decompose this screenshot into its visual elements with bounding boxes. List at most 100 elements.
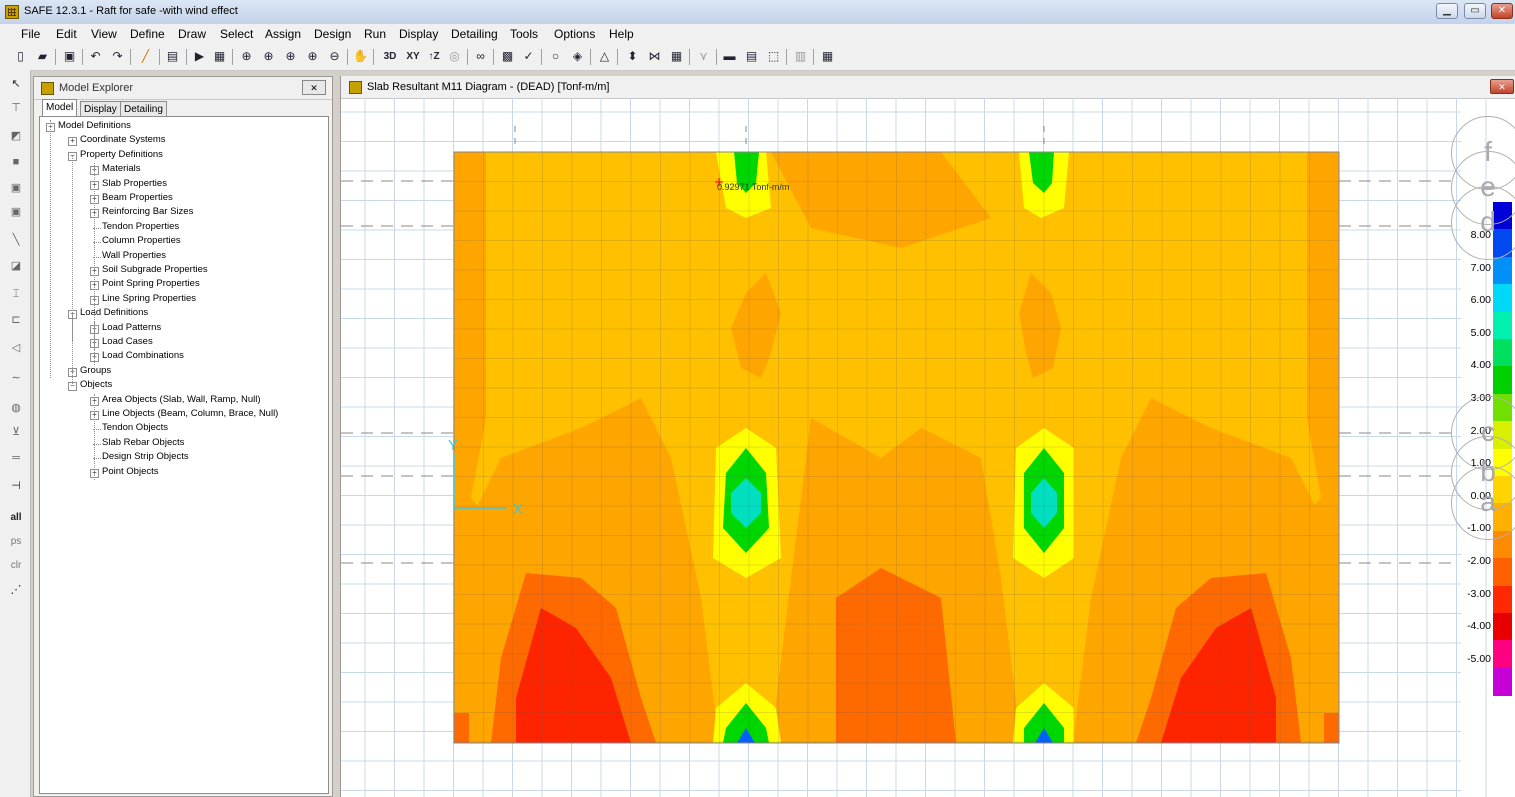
draw-strip-icon[interactable]: ∼: [11, 372, 21, 384]
select-object-icon[interactable]: ▩: [501, 49, 514, 63]
reaction-icon[interactable]: ⬍: [627, 49, 638, 63]
deformed-shape-icon[interactable]: ◈: [572, 49, 583, 63]
draw-column-icon[interactable]: ⌶: [12, 288, 20, 300]
tree-node[interactable]: Line Objects (Beam, Column, Brace, Null): [102, 408, 279, 419]
tree-node[interactable]: Tendon Objects: [102, 422, 169, 434]
run-icon[interactable]: ▶: [194, 49, 205, 63]
clear-selection-button[interactable]: clr: [10, 560, 22, 571]
menu-view[interactable]: View: [91, 27, 117, 41]
tree-node[interactable]: Materials: [102, 163, 141, 175]
tab-detailing[interactable]: Detailing: [120, 101, 167, 117]
tree-node[interactable]: Soil Subgrade Properties: [102, 264, 208, 275]
punching-shear-icon[interactable]: ▤: [745, 49, 758, 63]
draw-point-icon[interactable]: ⊤: [11, 102, 21, 114]
tree-node[interactable]: Tendon Properties: [102, 220, 180, 232]
perspective-icon[interactable]: ◎: [449, 49, 460, 63]
draw-tendon-icon[interactable]: ◁: [11, 342, 21, 354]
draw-wall-icon[interactable]: ⊏: [11, 314, 21, 326]
table-icon[interactable]: ▦: [821, 49, 834, 63]
save-icon[interactable]: ▣: [63, 49, 76, 63]
tree-node[interactable]: Slab Properties: [102, 177, 167, 189]
zoom-previous-icon[interactable]: ⊕: [307, 49, 318, 63]
draw-spring-icon[interactable]: ◍: [11, 402, 21, 414]
menu-display[interactable]: Display: [399, 27, 439, 41]
beam-forces-icon[interactable]: ⋈: [648, 49, 661, 63]
menu-assign[interactable]: Assign: [265, 27, 302, 41]
select-all-button[interactable]: all: [10, 512, 22, 523]
lock-icon[interactable]: ▤: [166, 49, 179, 63]
tree-node[interactable]: Reinforcing Bar Sizes: [102, 206, 194, 218]
view-3d-button[interactable]: 3D: [383, 51, 397, 62]
tree-node[interactable]: Beam Properties: [102, 192, 173, 203]
rebar-icon[interactable]: ▬: [723, 49, 736, 63]
glasses-icon[interactable]: ∞: [476, 49, 485, 63]
draw-reference-line-icon[interactable]: ═: [12, 452, 20, 464]
undo-icon[interactable]: ↶: [90, 49, 101, 63]
tree-node[interactable]: Objects: [80, 379, 113, 391]
draw-quick-area-icon[interactable]: ▣: [10, 182, 22, 194]
restore-button[interactable]: ▭: [1464, 3, 1486, 19]
zoom-out-icon[interactable]: ⊕: [285, 49, 296, 63]
tab-display[interactable]: Display: [80, 101, 121, 117]
tab-model[interactable]: Model: [42, 99, 78, 117]
zoom-window-icon[interactable]: ⊕: [241, 49, 252, 63]
pointer-icon[interactable]: ↖: [11, 78, 21, 90]
tree-node[interactable]: Line Spring Properties: [102, 292, 196, 304]
tree-node[interactable]: Load Definitions: [80, 307, 149, 319]
menu-file[interactable]: File: [21, 27, 41, 41]
menu-options[interactable]: Options: [554, 27, 596, 41]
tree-node[interactable]: Load Combinations: [102, 350, 184, 362]
strip-forces-icon[interactable]: ⋎: [699, 49, 708, 63]
draw-beam-icon[interactable]: ◪: [10, 260, 22, 272]
menu-run[interactable]: Run: [364, 27, 387, 41]
pan-icon[interactable]: ✋: [353, 49, 368, 63]
tree-node[interactable]: Groups: [80, 364, 112, 376]
tree-node[interactable]: Point Objects: [102, 465, 159, 477]
menu-select[interactable]: Select: [220, 27, 254, 41]
tree-node[interactable]: Point Spring Properties: [102, 278, 200, 290]
draw-slab-icon[interactable]: ▣: [10, 206, 22, 218]
new-file-icon[interactable]: ▯: [17, 49, 24, 63]
circle-icon[interactable]: ○: [551, 49, 560, 63]
triangle-icon[interactable]: △: [599, 49, 610, 63]
tree-node[interactable]: Area Objects (Slab, Wall, Ramp, Null): [102, 393, 261, 405]
tree-node[interactable]: Wall Properties: [102, 249, 167, 261]
tree-node[interactable]: Slab Rebar Objects: [102, 436, 185, 448]
tree-node[interactable]: Load Cases: [102, 336, 153, 347]
tree-node[interactable]: Load Patterns: [102, 321, 162, 333]
detailing-icon[interactable]: ⬚: [767, 49, 780, 63]
drawing-icon[interactable]: ▥: [794, 49, 807, 63]
menu-design[interactable]: Design: [314, 27, 352, 41]
close-button[interactable]: ✕: [1491, 3, 1513, 19]
redo-icon[interactable]: ↷: [112, 49, 123, 63]
tree-node[interactable]: Model Definitions: [58, 120, 131, 131]
model-explorer-close-button[interactable]: ✕: [302, 80, 326, 95]
menu-help[interactable]: Help: [609, 27, 634, 41]
pencil-icon[interactable]: ╱: [141, 49, 150, 63]
view-z-button[interactable]: ↑Z: [428, 51, 440, 62]
previous-selection-button[interactable]: ps: [10, 536, 22, 547]
tree-node[interactable]: Column Properties: [102, 235, 181, 247]
slab-contour-canvas[interactable]: 0.92971 Tonf-m/m X Y: [341, 98, 1515, 797]
menu-draw[interactable]: Draw: [178, 27, 207, 41]
zoom-in-icon[interactable]: ⊕: [263, 49, 274, 63]
menu-edit[interactable]: Edit: [56, 27, 77, 41]
menu-tools[interactable]: Tools: [510, 27, 539, 41]
slab-forces-icon[interactable]: ▦: [670, 49, 683, 63]
menu-detailing[interactable]: Detailing: [451, 27, 498, 41]
intersecting-line-icon[interactable]: ⋰: [10, 584, 22, 596]
minimize-button[interactable]: ▁: [1436, 3, 1458, 19]
tree-node[interactable]: Property Definitions: [80, 148, 163, 160]
draw-area-icon[interactable]: ◩: [10, 130, 22, 142]
tree-node[interactable]: Design Strip Objects: [102, 451, 189, 463]
menu-define[interactable]: Define: [130, 27, 165, 41]
snap-icon[interactable]: ⊣: [11, 480, 21, 492]
draw-rectangle-icon[interactable]: ■: [12, 156, 20, 168]
zoom-fit-icon[interactable]: ⊖: [329, 49, 340, 63]
tree-node[interactable]: Coordinate Systems: [80, 134, 166, 146]
diagram-close-button[interactable]: ✕: [1490, 79, 1514, 94]
dimension-icon[interactable]: ⊻: [11, 426, 21, 438]
draw-line-icon[interactable]: ╲: [12, 234, 20, 246]
open-file-icon[interactable]: ▰: [37, 49, 48, 63]
run-analysis-icon[interactable]: ▦: [213, 49, 226, 63]
